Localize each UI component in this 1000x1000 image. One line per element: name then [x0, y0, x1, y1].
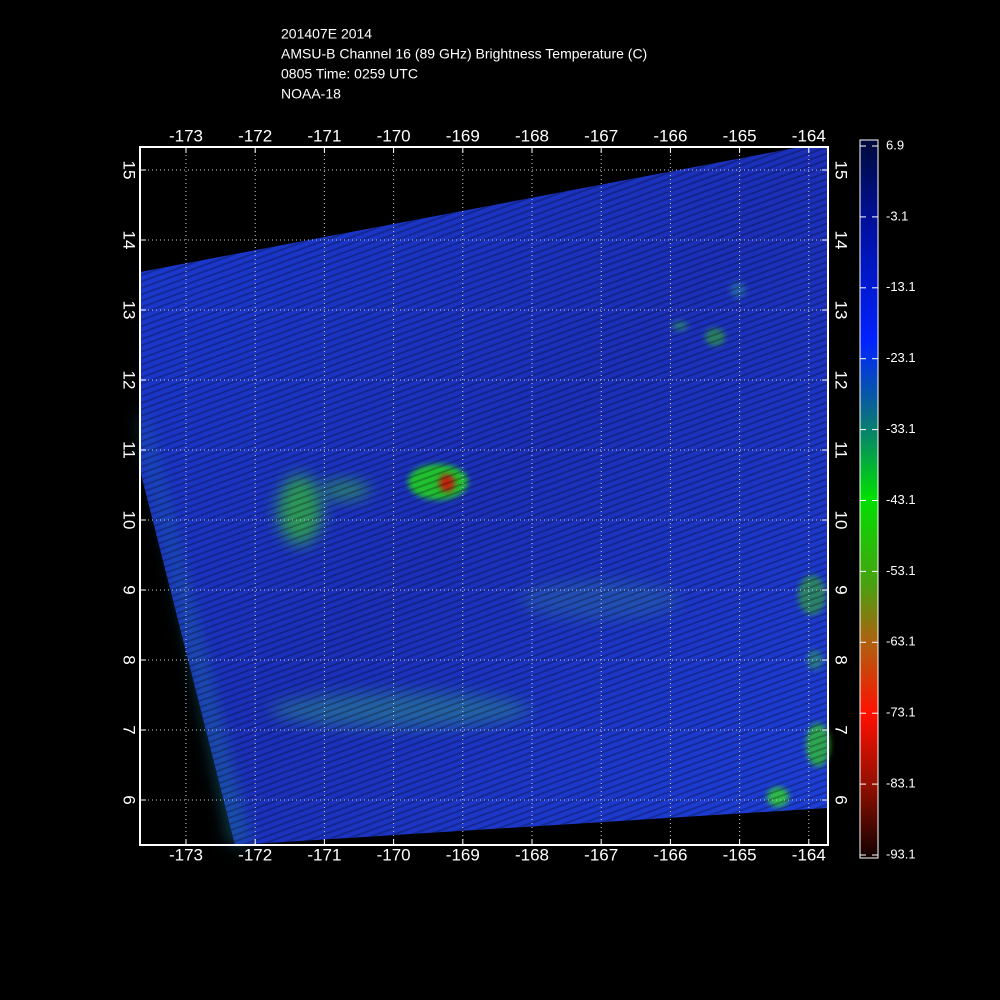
- colorbar: [859, 139, 879, 859]
- x-tick-label: -167: [584, 126, 618, 145]
- tick-labels: -173 -173 -172 -172 -171 -171 -170 -170 -169 -169…: [120, 126, 851, 864]
- x-tick-label: -166: [653, 845, 687, 864]
- colorbar-label: -63.1: [886, 634, 916, 649]
- y-tick-label: 11: [120, 441, 139, 459]
- map-frame: [139, 146, 829, 846]
- x-tick-label: -170: [377, 845, 411, 864]
- colorbar-label: -73.1: [886, 705, 916, 720]
- x-tick-label: -171: [307, 126, 341, 145]
- y-tick-label: 7: [832, 725, 851, 734]
- x-tick-label: -171: [307, 845, 341, 864]
- title-line: 201407E 2014: [281, 26, 372, 42]
- y-tick-label: 9: [120, 585, 139, 594]
- x-tick-label: -172: [238, 126, 272, 145]
- y-tick-label: 13: [832, 301, 851, 320]
- x-tick-label: -164: [792, 845, 826, 864]
- y-tick-label: 6: [832, 795, 851, 804]
- colorbar-label: -23.1: [886, 350, 916, 365]
- y-tick-label: 14: [832, 231, 851, 250]
- colorbar-label: -13.1: [886, 279, 916, 294]
- y-tick-label: 10: [832, 511, 851, 530]
- x-tick-label: -173: [169, 845, 203, 864]
- y-tick-label: 15: [120, 161, 139, 180]
- y-tick-label: 9: [832, 585, 851, 594]
- y-tick-label: 11: [832, 441, 851, 459]
- y-tick-label: 8: [120, 655, 139, 664]
- x-tick-label: -169: [446, 845, 480, 864]
- x-tick-label: -173: [169, 126, 203, 145]
- x-tick-label: -168: [515, 845, 549, 864]
- colorbar-ticks: 6.9 -3.1 -13.1 -23.1 -33.1 -43.1 -53.1 -63.1 -73…: [860, 137, 916, 861]
- x-tick-label: -169: [446, 126, 480, 145]
- y-tick-label: 14: [120, 231, 139, 250]
- y-tick-label: 12: [120, 371, 139, 390]
- x-tick-label: -164: [792, 126, 826, 145]
- x-tick-label: -170: [377, 126, 411, 145]
- y-tick-label: 6: [120, 795, 139, 804]
- y-tick-label: 15: [832, 161, 851, 180]
- y-tick-label: 13: [120, 301, 139, 320]
- x-tick-label: -167: [584, 845, 618, 864]
- x-tick-label: -168: [515, 126, 549, 145]
- colorbar-label: -83.1: [886, 776, 916, 791]
- colorbar-label: -43.1: [886, 492, 916, 507]
- colorbar-label: -93.1: [886, 846, 916, 861]
- y-tick-label: 10: [120, 511, 139, 530]
- grid: [140, 147, 828, 845]
- y-tick-label: 7: [120, 725, 139, 734]
- title-line: 0805 Time: 0259 UTC: [281, 66, 418, 82]
- title-line: AMSU-B Channel 16 (89 GHz) Brightness Te…: [281, 46, 647, 62]
- colorbar-label: -33.1: [886, 421, 916, 436]
- x-tick-label: -165: [723, 845, 757, 864]
- colorbar-label: -53.1: [886, 563, 916, 578]
- x-tick-label: -165: [723, 126, 757, 145]
- x-tick-label: -172: [238, 845, 272, 864]
- swath-image: [140, 147, 830, 845]
- y-tick-label: 8: [832, 655, 851, 664]
- colorbar-label: 6.9: [886, 137, 904, 152]
- x-tick-label: -166: [653, 126, 687, 145]
- title-block: 201407E 2014 AMSU-B Channel 16 (89 GHz) …: [281, 26, 647, 102]
- y-tick-label: 12: [832, 371, 851, 390]
- colorbar-label: -3.1: [886, 208, 908, 223]
- title-line: NOAA-18: [281, 86, 341, 102]
